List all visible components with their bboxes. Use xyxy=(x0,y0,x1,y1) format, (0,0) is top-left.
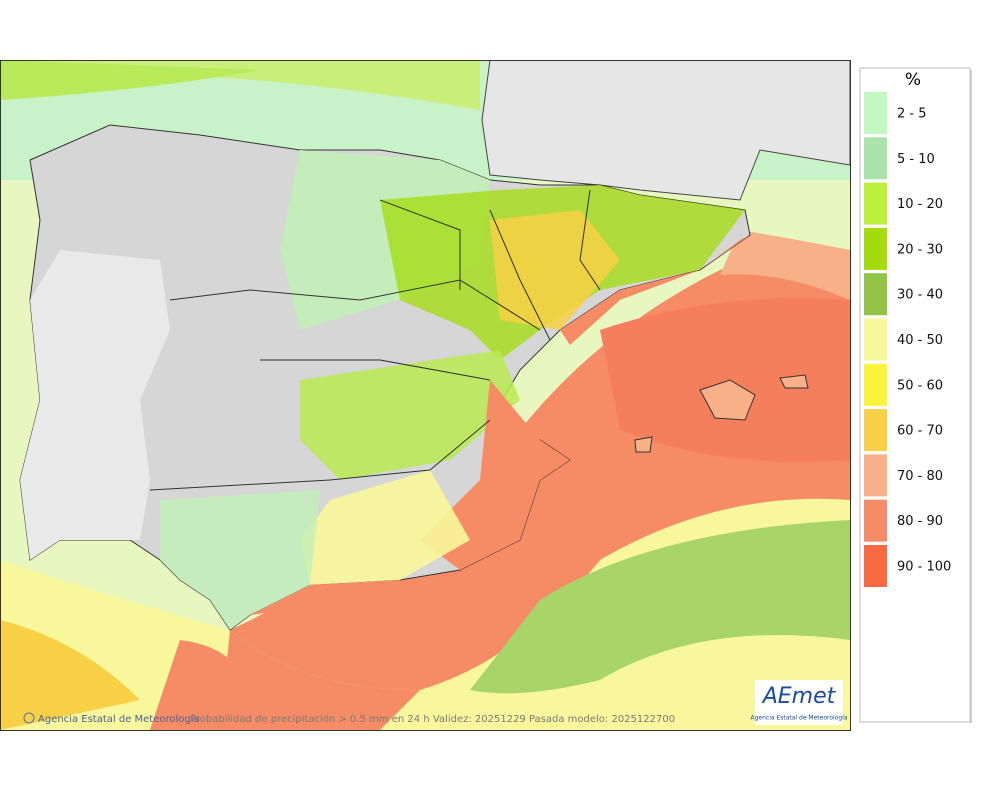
logo-box xyxy=(755,680,843,725)
legend-swatch xyxy=(864,137,887,180)
legend-label: 40 - 50 xyxy=(897,333,943,348)
legend-label: 70 - 80 xyxy=(897,469,943,484)
legend-swatch xyxy=(864,227,887,270)
legend-label: 20 - 30 xyxy=(897,242,943,257)
legend-label: 60 - 70 xyxy=(897,424,943,439)
legend-label: 80 - 90 xyxy=(897,514,943,529)
logo-name: AEmet xyxy=(761,684,837,709)
logo-subtitle: Agencia Estatal de Meteorología xyxy=(751,715,848,722)
legend: 2 - 5 5 - 10 10 - 20 20 - 30 30 - 40 40 - 50 5… xyxy=(864,92,951,587)
legend-label: 90 - 100 xyxy=(897,560,951,575)
legend-label: 5 - 10 xyxy=(897,152,935,167)
legend-swatch xyxy=(864,499,887,542)
legend-swatch xyxy=(864,92,887,134)
map xyxy=(1,60,850,730)
caption: Probabilidad de precipitación > 0.5 mm e… xyxy=(190,713,675,725)
legend-swatch xyxy=(864,273,887,316)
copyright-icon xyxy=(23,712,35,724)
legend-label: 30 - 40 xyxy=(897,288,943,303)
region-borders xyxy=(149,189,601,491)
legend-swatch xyxy=(864,409,887,452)
legend-swatch xyxy=(864,182,887,225)
credit: Agencia Estatal de Meteorología xyxy=(38,713,200,725)
legend-swatch xyxy=(864,363,887,406)
map-frame xyxy=(0,60,851,731)
legend-swatch xyxy=(864,318,887,361)
legend-label: 2 - 5 xyxy=(897,107,927,122)
legend-swatch xyxy=(864,545,887,587)
legend-label: 10 - 20 xyxy=(897,197,943,212)
legend-label: 50 - 60 xyxy=(897,378,943,393)
legend-title: % xyxy=(905,70,921,90)
legend-swatch xyxy=(864,454,887,497)
